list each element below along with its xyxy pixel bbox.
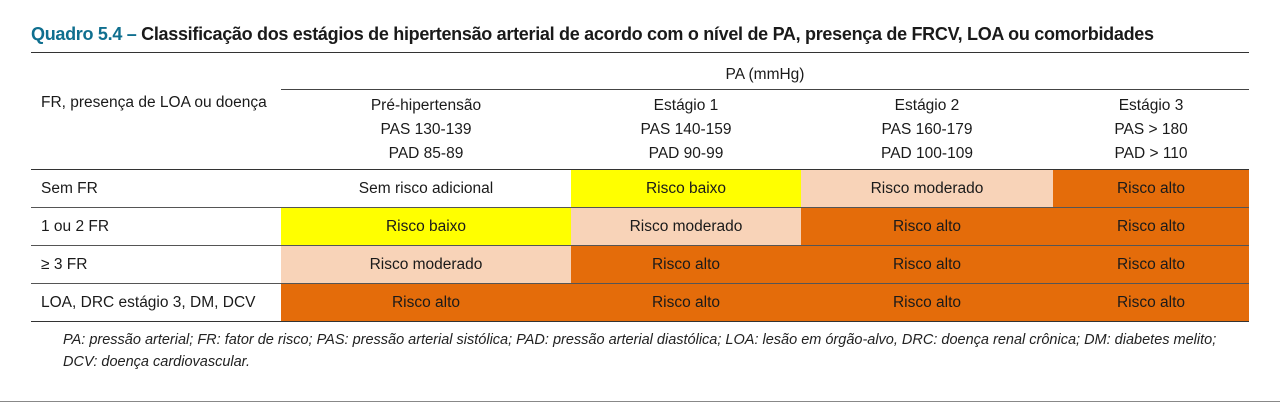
risk-cell: Sem risco adicional xyxy=(281,169,571,208)
risk-cell: Risco moderado xyxy=(801,169,1053,208)
risk-cell: Risco alto xyxy=(1053,207,1250,246)
table-row: Sem FR Sem risco adicional Risco baixo R… xyxy=(31,169,1250,208)
row-label: ≥ 3 FR xyxy=(31,245,281,284)
risk-cell: Risco baixo xyxy=(281,207,571,246)
caption-rule xyxy=(31,52,1249,53)
row-label: Sem FR xyxy=(31,169,281,208)
caption-number: Quadro 5.4 – xyxy=(31,24,137,44)
risk-cell: Risco moderado xyxy=(281,245,571,284)
table-caption: Quadro 5.4 – Classificação dos estágios … xyxy=(31,24,1251,45)
risk-cell: Risco alto xyxy=(801,207,1053,246)
bottom-rule xyxy=(0,401,1280,402)
risk-cell: Risco alto xyxy=(801,245,1053,284)
pa-group-header: PA (mmHg) xyxy=(281,60,1250,90)
risk-cell: Risco alto xyxy=(801,283,1053,322)
risk-cell: Risco alto xyxy=(571,245,801,284)
table-row: LOA, DRC estágio 3, DM, DCV Risco alto R… xyxy=(31,283,1250,322)
table-footnote: PA: pressão arterial; FR: fator de risco… xyxy=(63,332,1217,370)
row-label: LOA, DRC estágio 3, DM, DCV xyxy=(31,283,281,322)
stage-name: Estágio 1 xyxy=(653,96,719,114)
hypertension-risk-table: FR, presença de LOA ou doença PA (mmHg) … xyxy=(31,60,1250,322)
stage-name: Estágio 3 xyxy=(1118,96,1184,114)
risk-cell: Risco baixo xyxy=(571,169,801,208)
stage-pas: PAS > 180 xyxy=(1114,120,1188,138)
risk-cell: Risco alto xyxy=(1053,283,1250,322)
stage-pas: PAS 130-139 xyxy=(380,120,472,138)
stage-name: Pré-hipertensão xyxy=(370,96,482,114)
stage-pad: PAD 90-99 xyxy=(648,144,724,162)
risk-cell: Risco moderado xyxy=(571,207,801,246)
caption-text: Classificação dos estágios de hipertensã… xyxy=(141,24,1154,44)
table-row: ≥ 3 FR Risco moderado Risco alto Risco a… xyxy=(31,245,1250,284)
stage-pad: PAD 100-109 xyxy=(881,144,973,162)
risk-cell: Risco alto xyxy=(1053,169,1250,208)
risk-cell: Risco alto xyxy=(571,283,801,322)
column-header-stage-1: Estágio 1 PAS 140-159 PAD 90-99 xyxy=(571,90,801,170)
stage-pas: PAS 160-179 xyxy=(881,120,973,138)
column-header-pre-hypertension: Pré-hipertensão PAS 130-139 PAD 85-89 xyxy=(281,90,571,170)
table-row: 1 ou 2 FR Risco baixo Risco moderado Ris… xyxy=(31,207,1250,246)
stage-pas: PAS 140-159 xyxy=(640,120,732,138)
row-label: 1 ou 2 FR xyxy=(31,207,281,246)
risk-cell: Risco alto xyxy=(281,283,571,322)
row-header: FR, presença de LOA ou doença xyxy=(41,94,267,111)
stage-pad: PAD 85-89 xyxy=(388,144,464,162)
column-header-stage-2: Estágio 2 PAS 160-179 PAD 100-109 xyxy=(801,90,1053,170)
column-header-stage-3: Estágio 3 PAS > 180 PAD > 110 xyxy=(1053,90,1249,170)
stage-name: Estágio 2 xyxy=(894,96,960,114)
stage-pad: PAD > 110 xyxy=(1114,144,1188,162)
risk-cell: Risco alto xyxy=(1053,245,1250,284)
